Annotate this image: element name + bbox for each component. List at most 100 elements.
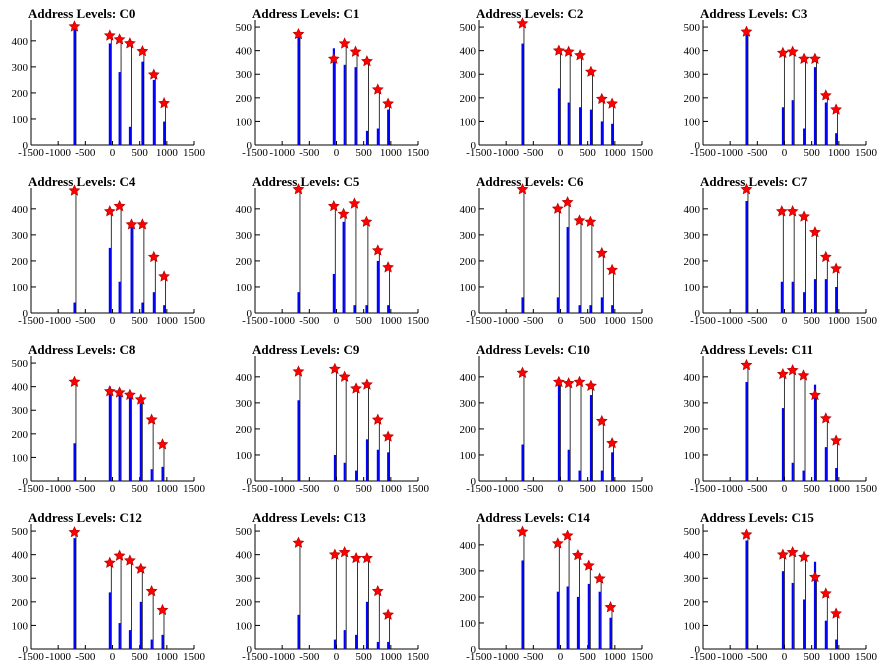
x-tick-label: -1000 <box>493 651 519 663</box>
y-tick-label: 400 <box>684 372 701 384</box>
peak-marker <box>819 412 832 424</box>
x-tick-label: 1000 <box>828 483 851 495</box>
x-tick-label: -500 <box>299 315 320 327</box>
x-tick-label: -500 <box>75 315 96 327</box>
peak-marker <box>371 584 384 597</box>
peak-marker <box>797 369 810 381</box>
histogram-bar <box>576 596 580 649</box>
x-tick-label: 0 <box>782 315 788 327</box>
peak-marker <box>350 551 363 564</box>
peak-marker <box>808 388 821 401</box>
peak-marker <box>360 55 373 67</box>
x-tick-label: -1000 <box>45 315 71 327</box>
peak-marker <box>337 207 350 220</box>
y-tick-label: 200 <box>684 93 701 105</box>
y-tick-label: 400 <box>236 46 253 58</box>
y-tick-label: 0 <box>247 644 253 656</box>
panel-c11: Address Levels: C11 0 100 200 300 400 -1500 -10… <box>684 342 878 495</box>
histogram-bar <box>376 260 379 313</box>
y-tick-label: 100 <box>12 114 29 126</box>
histogram-bar <box>803 292 806 313</box>
histogram-bar <box>297 292 300 313</box>
peak-marker <box>740 183 753 195</box>
peak-marker <box>786 546 799 558</box>
x-tick-label: 500 <box>579 651 596 663</box>
histogram-bar <box>333 639 337 649</box>
y-tick-label: 300 <box>236 230 253 242</box>
histogram-bar <box>824 102 827 145</box>
y-tick-label: 200 <box>236 93 253 105</box>
x-tick-label: 0 <box>110 651 116 663</box>
x-tick-label: 1000 <box>380 483 403 495</box>
peak-marker <box>134 393 147 405</box>
peak-marker <box>348 197 361 209</box>
x-tick-label: -1000 <box>269 147 295 159</box>
peak-marker <box>125 218 138 230</box>
histogram-bar <box>745 201 748 313</box>
x-tick-label: 500 <box>803 147 820 159</box>
peak-marker <box>328 548 341 560</box>
x-tick-label: 1500 <box>407 147 430 159</box>
x-tick-label: 0 <box>782 147 788 159</box>
peak-marker <box>158 97 170 109</box>
peak-marker <box>156 603 169 616</box>
histogram-bar <box>745 382 748 481</box>
peak-marker <box>360 215 373 227</box>
histogram-bar <box>589 109 593 145</box>
peak-marker <box>338 546 351 558</box>
y-tick-label: 300 <box>684 69 701 81</box>
peak-marker <box>798 550 811 563</box>
y-tick-label: 400 <box>684 46 701 58</box>
peak-marker <box>136 45 149 57</box>
x-tick-label: -500 <box>747 483 768 495</box>
peak-marker <box>606 436 618 449</box>
x-tick-label: 1000 <box>380 315 403 327</box>
y-tick-label: 100 <box>684 450 701 462</box>
y-tick-label: 300 <box>460 230 477 242</box>
x-tick-label: 500 <box>579 147 596 159</box>
peak-marker <box>327 52 340 64</box>
histogram-bar <box>813 561 817 649</box>
peak-marker <box>292 365 305 377</box>
y-tick-label: 200 <box>684 424 701 436</box>
histogram-bar <box>781 571 785 649</box>
x-tick-label: -500 <box>747 315 768 327</box>
peak-marker <box>516 183 529 195</box>
histogram-bar <box>824 447 827 481</box>
peak-marker <box>584 215 597 227</box>
x-tick-label: 1500 <box>631 483 654 495</box>
histogram-bar <box>803 128 806 145</box>
peak-marker <box>776 46 789 59</box>
peak-marker <box>338 37 351 49</box>
peak-marker <box>124 388 136 400</box>
y-tick-label: 0 <box>247 308 253 320</box>
x-tick-label: -500 <box>747 651 768 663</box>
panel-c4: Address Levels: C4 0 100 200 300 400 -1500 -100… <box>12 174 206 327</box>
x-tick-label: -1500 <box>466 315 492 327</box>
x-tick-label: -1000 <box>45 651 71 663</box>
x-tick-label: -1000 <box>493 147 519 159</box>
peak-marker <box>562 377 575 389</box>
x-tick-label: 0 <box>110 147 116 159</box>
x-tick-label: 1500 <box>407 315 430 327</box>
histogram-bar <box>376 449 379 481</box>
x-tick-label: 1500 <box>183 315 206 327</box>
histogram-bar <box>556 591 559 649</box>
panel-c3: Address Levels: C30100200300400500-1500-… <box>684 6 878 159</box>
peak-marker <box>371 83 384 95</box>
histogram-bar <box>73 302 76 313</box>
y-tick-label: 0 <box>247 140 253 152</box>
histogram-bar <box>297 614 300 649</box>
x-tick-label: 1500 <box>631 147 654 159</box>
x-tick-label: 500 <box>803 651 820 663</box>
peak-marker <box>134 562 147 574</box>
peak-marker <box>740 25 753 37</box>
y-tick-label: 0 <box>471 140 477 152</box>
histogram-bar <box>365 130 369 145</box>
x-tick-label: -500 <box>747 147 768 159</box>
peak-marker <box>382 608 394 620</box>
histogram-bar <box>780 281 783 313</box>
peak-marker <box>382 261 394 273</box>
x-tick-label: -500 <box>299 483 320 495</box>
x-tick-label: 500 <box>579 315 596 327</box>
